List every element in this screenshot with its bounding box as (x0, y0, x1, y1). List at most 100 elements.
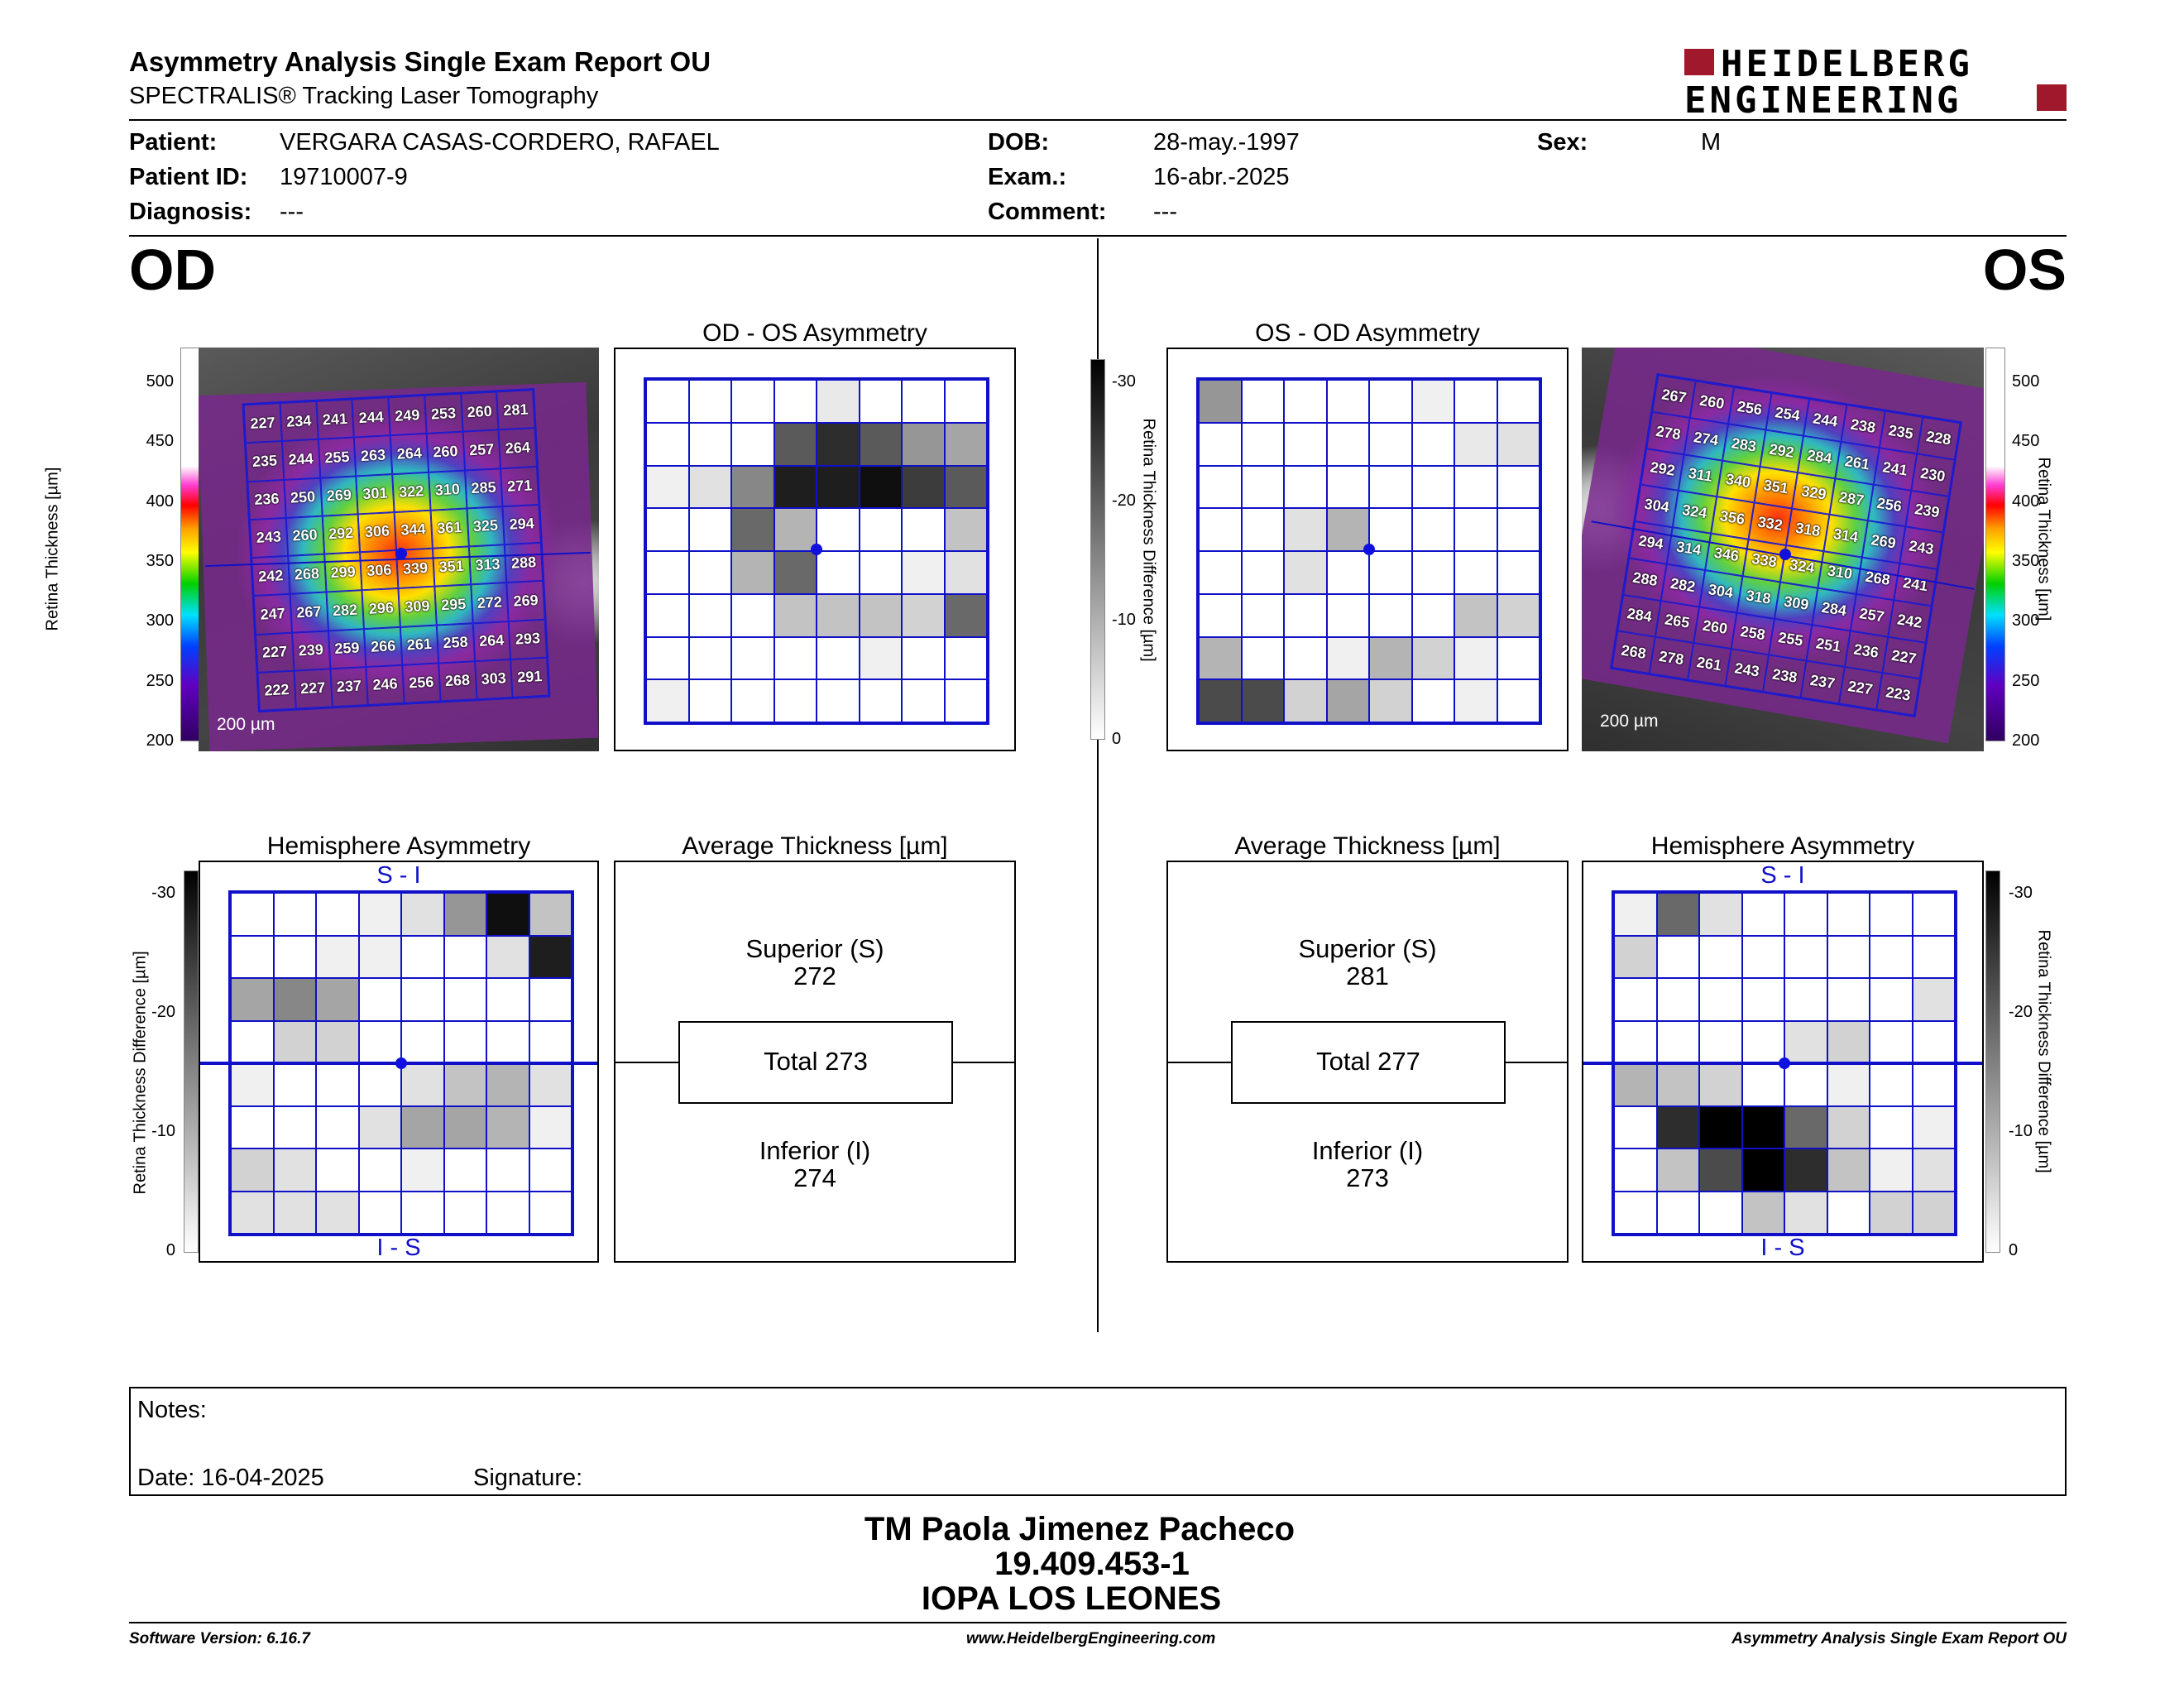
od-thickness-axis-label: Retina Thickness [µm] (43, 467, 62, 631)
od-hemi-top-label: S - I (376, 862, 421, 889)
os-asym-cell (1241, 422, 1284, 466)
od-hemi-cell (529, 935, 572, 978)
od-hemi-diff-scale (184, 870, 199, 1253)
od-thickness-value: 309 (398, 586, 437, 627)
os-thickness-value: 284 (1812, 587, 1856, 631)
od-hemi-cell (443, 893, 486, 936)
od-asym-cell (902, 679, 945, 722)
os-hemi-cell (1784, 893, 1827, 936)
od-hemi-cell (231, 978, 274, 1021)
od-hemi-cell (401, 893, 444, 936)
od-asym-cell (817, 593, 860, 637)
comment-value: --- (1153, 199, 1177, 225)
logo-square-bottom (2037, 84, 2067, 111)
os-thickness-value: 256 (1727, 386, 1772, 430)
od-asym-cell (944, 508, 987, 551)
od-asym-cell (731, 636, 774, 680)
od-hemi-cell (316, 978, 359, 1021)
os-thickness-value: 318 (1786, 508, 1830, 552)
os-superior-label: Superior (S) (1298, 934, 1437, 963)
od-thickness-value: 234 (280, 400, 318, 442)
os-asym-cell (1326, 636, 1369, 680)
od-asym-cell (859, 380, 902, 423)
os-thickness-value: 227 (1838, 667, 1883, 710)
od-thickness-value: 268 (438, 660, 477, 702)
od-asym-cell (817, 679, 860, 722)
od-thickness-value: 271 (500, 466, 539, 506)
od-thickness-value: 263 (354, 435, 393, 476)
os-asym-cell (1497, 465, 1540, 509)
od-hemi-cell (358, 1105, 401, 1149)
footer-website[interactable]: www.HeidelbergEngineering.com (966, 1630, 1216, 1647)
os-asym-cell (1411, 679, 1454, 722)
scale-tick-label: -20 (151, 1003, 175, 1021)
os-thickness-value: 267 (1652, 375, 1696, 418)
os-thickness-value: 284 (1798, 435, 1842, 478)
patient-label: Patient: (129, 129, 218, 156)
os-thickness-value: 261 (1687, 643, 1731, 686)
od-hemi-cell (443, 935, 486, 978)
os-hemi-title: Hemisphere Asymmetry (1650, 832, 1915, 860)
brand-logo: HEIDELBERG ENGINEERING (1684, 43, 2067, 122)
od-hemi-cell (231, 1191, 274, 1234)
od-thickness-value: 261 (400, 625, 438, 665)
od-asym-cell (731, 679, 774, 722)
os-hemi-cell (1912, 935, 1955, 978)
os-hemi-cell (1827, 1191, 1870, 1234)
od-asym-cell (859, 422, 902, 466)
os-asym-cell (1411, 636, 1454, 680)
od-thickness-value: 292 (322, 514, 361, 554)
os-hemi-cell (1614, 1149, 1657, 1192)
os-hemi-cell (1614, 1105, 1657, 1149)
os-asym-cell (1199, 508, 1242, 551)
os-hemi-cell (1699, 1191, 1742, 1234)
od-asym-cell (646, 380, 689, 423)
od-hemi-cell (273, 1191, 316, 1234)
scale-tick-label: -10 (151, 1122, 175, 1140)
od-hemi-cell (529, 1105, 572, 1149)
scale-tick-label: -20 (1112, 492, 1136, 510)
os-asym-cell (1326, 422, 1369, 466)
od-thickness-value: 243 (249, 517, 288, 559)
notes-box[interactable]: Notes: Date: 16-04-2025 Signature: (129, 1387, 2067, 1496)
scale-tick-label: 350 (2012, 552, 2040, 570)
od-thickness-value: 303 (474, 659, 513, 700)
od-hemi-cell (273, 978, 316, 1021)
od-thickness-value: 269 (506, 581, 545, 621)
os-hemi-cell (1614, 1020, 1657, 1063)
logo-square-top (1684, 49, 1714, 75)
os-asym-cell (1497, 508, 1540, 551)
os-total-box: Total 277 (1231, 1021, 1506, 1104)
os-thickness-value: 223 (1876, 673, 1920, 716)
os-fovea-center (1779, 549, 1791, 560)
os-thickness-value: 338 (1742, 539, 1786, 583)
os-asym-cell (1411, 551, 1454, 594)
od-asym-cell (859, 508, 902, 551)
os-thickness-grid: 267 260 256 254 244 238 235 228 278 274 283 292 284 2… (1609, 372, 1963, 718)
os-hemi-cell (1784, 1063, 1827, 1106)
os-asym-center (1363, 544, 1375, 555)
od-hemi-cell (401, 1149, 444, 1192)
os-thickness-value: 292 (1760, 429, 1804, 472)
scale-tick-label: 0 (165, 1241, 175, 1259)
od-asym-cell (902, 380, 945, 423)
os-asym-cell (1411, 422, 1454, 466)
od-thickness-value: 310 (428, 470, 467, 511)
os-asym-cell (1284, 508, 1327, 551)
os-thickness-value: 239 (1905, 490, 1949, 533)
os-thickness-value: 241 (1894, 563, 1937, 607)
os-hemi-cell (1912, 1191, 1955, 1234)
os-hemi-cell (1699, 1105, 1742, 1149)
os-asym-cell (1369, 508, 1412, 551)
od-hemi-cell (316, 1105, 359, 1149)
exam-value: 16-abr.-2025 (1153, 164, 1290, 190)
os-hemi-cell (1699, 1020, 1742, 1063)
od-asym-cell (731, 465, 774, 509)
od-asym-cell (688, 465, 731, 509)
od-hemi-cell (443, 978, 486, 1021)
os-hemi-cell (1912, 1063, 1955, 1106)
od-hemi-cell (486, 978, 529, 1021)
scale-tick-label: 450 (146, 432, 174, 451)
os-thickness-value: 258 (1731, 612, 1774, 655)
os-thickness-value: 318 (1736, 575, 1780, 619)
